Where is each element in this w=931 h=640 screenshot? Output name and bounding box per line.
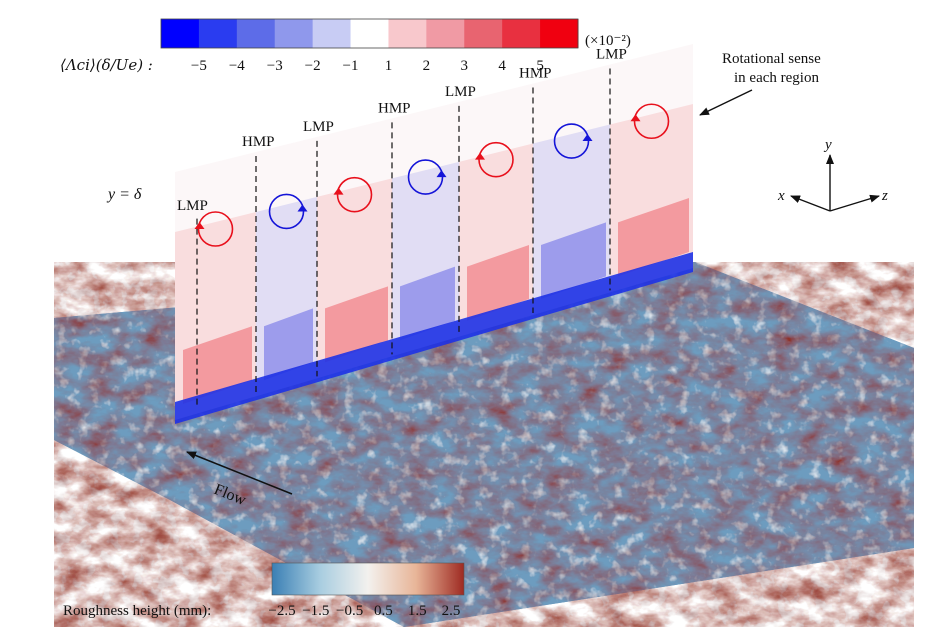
vorticity-colorbar-swatch bbox=[198, 19, 238, 48]
rotation-arrowhead-icon bbox=[475, 152, 485, 160]
vorticity-colorbar-tick: 3 bbox=[461, 58, 469, 74]
rotation-arrowhead-icon bbox=[436, 170, 447, 178]
vorticity-colorbar-tick: 4 bbox=[498, 58, 506, 74]
vorticity-colorbar-tick: 5 bbox=[536, 58, 544, 74]
region-label: LMP bbox=[445, 84, 476, 100]
rotation-arrowhead-icon bbox=[630, 114, 641, 122]
vorticity-colorbar-tick: 1 bbox=[385, 58, 393, 74]
vorticity-colorbar-swatch bbox=[426, 19, 465, 48]
z-axis-label: z bbox=[881, 188, 888, 204]
vorticity-colorbar-swatch bbox=[464, 19, 503, 48]
vorticity-colorbar-tick: −5 bbox=[191, 58, 207, 74]
vorticity-colorbar-label: ⟨Λci⟩(δ/Ue) : bbox=[60, 56, 153, 74]
roughness-colorbar-label: Roughness height (mm): bbox=[63, 603, 211, 619]
roughness-colorbar-tick: −0.5 bbox=[336, 603, 363, 619]
roughness-colorbar: −2.5 −1.5 −0.5 0.5 1.5 2.5 Roughness height (… bbox=[63, 562, 465, 619]
region-label: HMP bbox=[519, 66, 552, 82]
vorticity-colorbar-tick: −1 bbox=[343, 58, 359, 74]
roughness-colorbar-gradient bbox=[271, 562, 465, 596]
y-delta-label: y = δ bbox=[106, 186, 142, 203]
vorticity-colorbar-tick: −2 bbox=[305, 58, 321, 74]
wall-shear-band bbox=[175, 252, 693, 424]
roughness-colorbar-tick: −1.5 bbox=[302, 603, 329, 619]
rotational-sense-line1: Rotational sense bbox=[722, 51, 821, 67]
x-axis-label: x bbox=[777, 188, 785, 204]
vorticity-colorbar-tick: −4 bbox=[229, 58, 245, 74]
flow-arrow bbox=[186, 451, 293, 495]
roughness-colorbar-tick: 0.5 bbox=[374, 603, 393, 619]
rotation-arrowhead-icon bbox=[194, 221, 205, 229]
axes-triad: y x z bbox=[777, 137, 888, 212]
vorticity-colorbar-swatch bbox=[236, 19, 276, 48]
vorticity-colorbar-tick: −3 bbox=[267, 58, 283, 74]
vorticity-colorbar-swatch bbox=[388, 19, 427, 48]
y-axis-label: y bbox=[823, 137, 832, 153]
vorticity-multiplier: (×10⁻²) bbox=[585, 33, 631, 49]
rotation-arrowhead-icon bbox=[297, 204, 308, 212]
vorticity-colorbar-swatch bbox=[274, 19, 314, 48]
vorticity-colorbar-tick: 2 bbox=[423, 58, 431, 74]
vorticity-colorbar-swatch bbox=[312, 19, 352, 48]
roughness-colorbar-tick: −2.5 bbox=[268, 603, 295, 619]
roughness-colorbar-tick: 2.5 bbox=[442, 603, 461, 619]
region-label: LMP bbox=[177, 198, 208, 214]
vorticity-colorbar: −5 −4 −3 −2 −1 1 2 3 4 5 ⟨Λci⟩(δ/Ue) : (×10⁻²) bbox=[60, 18, 631, 74]
region-label: HMP bbox=[378, 100, 411, 116]
region-label: LMP bbox=[596, 47, 627, 63]
vorticity-plane: LMP HMP LMP HMP LMP HMP LMP bbox=[175, 44, 693, 424]
rotational-sense-line2: in each region bbox=[734, 70, 819, 86]
vorticity-colorbar-swatch bbox=[502, 19, 541, 48]
rotation-arrowhead-icon bbox=[333, 187, 344, 195]
x-axis-arrow bbox=[790, 195, 831, 212]
rotation-arrowhead-icon bbox=[582, 134, 593, 142]
roughness-colorbar-tick: 1.5 bbox=[408, 603, 427, 619]
rotational-sense-arrow bbox=[699, 89, 753, 116]
region-label: HMP bbox=[242, 134, 275, 150]
vorticity-colorbar-swatch bbox=[540, 19, 579, 48]
z-axis-arrow bbox=[829, 194, 880, 212]
vorticity-colorbar-swatch bbox=[161, 19, 200, 48]
vorticity-colorbar-frame bbox=[160, 18, 579, 49]
region-label: LMP bbox=[303, 119, 334, 135]
vorticity-colorbar-swatch bbox=[350, 19, 389, 48]
